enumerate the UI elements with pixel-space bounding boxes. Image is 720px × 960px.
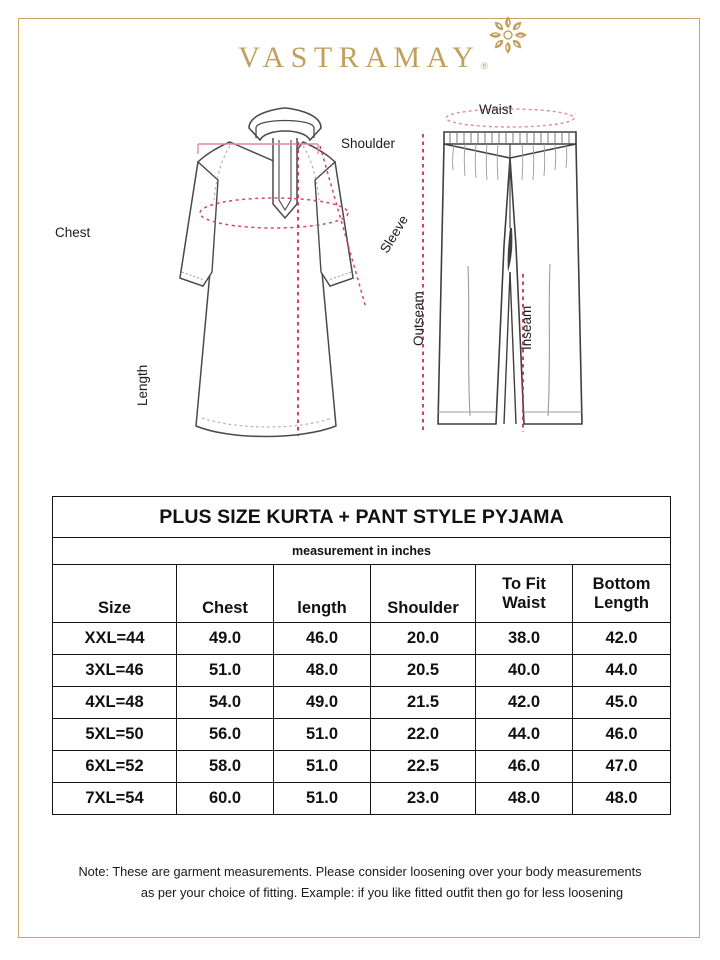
table-row: 6XL=52 58.0 51.0 22.5 46.0 47.0 xyxy=(52,750,671,783)
cell-chest: 54.0 xyxy=(176,686,274,719)
cell-size: 6XL=52 xyxy=(52,750,177,783)
cell-shoulder: 20.5 xyxy=(370,654,476,687)
brand-lockup: VASTRAMAY ® xyxy=(232,16,527,74)
column-header-to-fit-waist: To Fit Waist xyxy=(475,564,573,623)
size-chart-table: PLUS SIZE KURTA + PANT STYLE PYJAMA meas… xyxy=(52,496,671,815)
kurta-diagram xyxy=(179,107,367,438)
cell-length: 48.0 xyxy=(273,654,371,687)
pant-label-outseam: Outseam xyxy=(411,291,426,346)
cell-size: 3XL=46 xyxy=(52,654,177,687)
column-header-to-fit-waist-line1: To Fit xyxy=(502,575,546,594)
table-row: 4XL=48 54.0 49.0 21.5 42.0 45.0 xyxy=(52,686,671,719)
cell-shoulder: 23.0 xyxy=(370,782,476,815)
cell-to-fit-waist: 38.0 xyxy=(475,622,573,655)
cell-bottom-length: 48.0 xyxy=(572,782,671,815)
cell-length: 51.0 xyxy=(273,750,371,783)
kurta-label-length: Length xyxy=(135,364,150,406)
cell-chest: 56.0 xyxy=(176,718,274,751)
table-subtitle: measurement in inches xyxy=(52,537,671,565)
column-header-bottom-length: Bottom Length xyxy=(572,564,671,623)
table-subtitle-row: measurement in inches xyxy=(52,537,671,565)
cell-length: 46.0 xyxy=(273,622,371,655)
kurta-label-shoulder: Shoulder xyxy=(341,136,396,151)
cell-length: 49.0 xyxy=(273,686,371,719)
column-header-bottom-length-line1: Bottom xyxy=(592,575,651,594)
cell-chest: 51.0 xyxy=(176,654,274,687)
table-row: 3XL=46 51.0 48.0 20.5 40.0 44.0 xyxy=(52,654,671,687)
table-header-row: Size Chest length Shoulder To Fit Waist … xyxy=(52,564,671,623)
measurement-note: Note: These are garment measurements. Pl… xyxy=(34,862,686,903)
floral-medallion-icon xyxy=(486,13,530,57)
cell-chest: 49.0 xyxy=(176,622,274,655)
cell-bottom-length: 46.0 xyxy=(572,718,671,751)
cell-shoulder: 22.5 xyxy=(370,750,476,783)
cell-chest: 60.0 xyxy=(176,782,274,815)
registered-trademark-icon: ® xyxy=(481,61,488,71)
cell-to-fit-waist: 48.0 xyxy=(475,782,573,815)
measurement-illustrations: Shoulder Chest Sleeve Length xyxy=(0,96,720,486)
cell-to-fit-waist: 46.0 xyxy=(475,750,573,783)
column-header-shoulder: Shoulder xyxy=(370,564,476,623)
cell-to-fit-waist: 44.0 xyxy=(475,718,573,751)
cell-shoulder: 20.0 xyxy=(370,622,476,655)
cell-to-fit-waist: 42.0 xyxy=(475,686,573,719)
table-row: 5XL=50 56.0 51.0 22.0 44.0 46.0 xyxy=(52,718,671,751)
cell-shoulder: 21.5 xyxy=(370,686,476,719)
table-body: XXL=44 49.0 46.0 20.0 38.0 42.0 3XL=46 5… xyxy=(52,622,671,815)
cell-shoulder: 22.0 xyxy=(370,718,476,751)
column-header-bottom-length-line2: Length xyxy=(594,593,649,612)
cell-size: 4XL=48 xyxy=(52,686,177,719)
measurement-note-line2: as per your choice of fitting. Example: … xyxy=(140,884,624,900)
cell-bottom-length: 45.0 xyxy=(572,686,671,719)
measurement-note-line1: Note: These are garment measurements. Pl… xyxy=(78,864,642,879)
cell-length: 51.0 xyxy=(273,718,371,751)
brand-header: VASTRAMAY ® xyxy=(0,16,720,90)
cell-bottom-length: 44.0 xyxy=(572,654,671,687)
pant-label-waist: Waist xyxy=(479,102,513,117)
cell-to-fit-waist: 40.0 xyxy=(475,654,573,687)
cell-bottom-length: 42.0 xyxy=(572,622,671,655)
table-row: XXL=44 49.0 46.0 20.0 38.0 42.0 xyxy=(52,622,671,655)
table-title-row: PLUS SIZE KURTA + PANT STYLE PYJAMA xyxy=(52,496,671,538)
column-header-to-fit-waist-line2: Waist xyxy=(502,593,546,612)
table-title: PLUS SIZE KURTA + PANT STYLE PYJAMA xyxy=(52,496,671,538)
cell-length: 51.0 xyxy=(273,782,371,815)
brand-wordmark: VASTRAMAY xyxy=(238,41,481,74)
cell-bottom-length: 47.0 xyxy=(572,750,671,783)
cell-size: 5XL=50 xyxy=(52,718,177,751)
column-header-chest: Chest xyxy=(176,564,274,623)
pant-pyjama-diagram xyxy=(422,108,583,432)
table-row: 7XL=54 60.0 51.0 23.0 48.0 48.0 xyxy=(52,782,671,815)
column-header-length: length xyxy=(273,564,371,623)
cell-chest: 58.0 xyxy=(176,750,274,783)
cell-size: 7XL=54 xyxy=(52,782,177,815)
pant-label-inseam: Inseam xyxy=(519,305,534,350)
column-header-size: Size xyxy=(52,564,177,623)
kurta-label-chest: Chest xyxy=(55,225,91,240)
cell-size: XXL=44 xyxy=(52,622,177,655)
